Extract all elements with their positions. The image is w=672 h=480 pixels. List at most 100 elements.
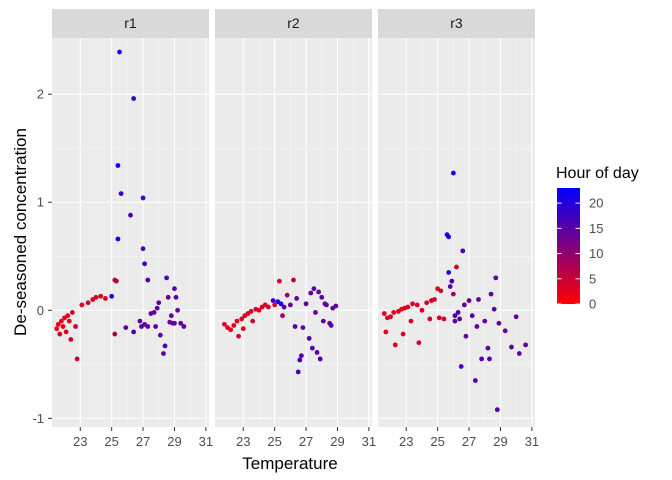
facet-panel-r1: r1 23 25 27 29 31 <box>52 9 213 449</box>
data-point <box>142 261 148 267</box>
data-point <box>455 310 461 315</box>
data-point <box>427 316 433 322</box>
data-point <box>113 278 119 284</box>
data-point <box>460 248 466 254</box>
data-point <box>414 302 420 308</box>
data-point <box>137 318 143 324</box>
data-point <box>494 407 500 413</box>
data-point <box>466 298 472 303</box>
facet-panel-r3: r3 23 25 27 29 31 <box>378 9 539 449</box>
legend-title: Hour of day <box>556 165 639 182</box>
x-tick-label: 29 <box>167 434 181 449</box>
data-point <box>493 275 499 281</box>
data-point <box>450 291 456 297</box>
legend-label: 0 <box>589 297 596 312</box>
data-point <box>461 302 467 308</box>
x-tick-label: 23 <box>399 434 413 449</box>
data-point <box>284 292 290 298</box>
data-point <box>172 286 177 292</box>
data-point <box>123 325 129 330</box>
data-point <box>308 290 314 296</box>
panel-background <box>52 38 209 427</box>
data-point <box>140 246 146 252</box>
data-point <box>523 342 528 348</box>
data-point <box>516 351 522 356</box>
data-point <box>436 315 442 321</box>
data-point <box>432 297 437 302</box>
data-point <box>441 316 447 322</box>
data-point <box>496 320 502 326</box>
facet-panels: r1 23 25 27 29 31 r2 23 25 27 29 31 r3 23 25 27 29 31 <box>52 9 539 449</box>
data-point <box>446 270 452 275</box>
data-point <box>173 294 179 300</box>
data-point <box>222 321 227 327</box>
data-point <box>454 264 459 270</box>
data-point <box>161 351 166 356</box>
data-point <box>291 277 296 283</box>
data-point <box>298 353 304 359</box>
data-point <box>73 324 78 329</box>
data-point <box>165 294 171 300</box>
data-point <box>131 96 137 101</box>
data-point <box>109 293 115 299</box>
panel-background <box>378 38 535 427</box>
data-point <box>438 288 444 294</box>
facet-strip <box>52 9 209 38</box>
data-point <box>170 320 176 326</box>
data-point <box>509 344 514 350</box>
data-point <box>59 318 64 324</box>
facet-strip-label: r2 <box>287 15 300 31</box>
data-point <box>319 294 325 300</box>
data-point <box>131 329 137 335</box>
data-point <box>181 324 187 329</box>
data-point <box>400 331 406 337</box>
data-point <box>488 291 494 297</box>
data-point <box>309 345 315 351</box>
data-point <box>280 313 285 319</box>
data-point <box>479 356 485 362</box>
data-point <box>487 356 492 362</box>
data-point <box>98 293 104 299</box>
data-point <box>457 316 463 322</box>
x-tick-label: 27 <box>136 434 150 449</box>
x-tick-label: 25 <box>104 434 118 449</box>
data-point <box>474 324 480 329</box>
y-axis: -1 0 1 2 <box>32 87 52 426</box>
data-point <box>240 326 246 332</box>
data-point <box>333 303 339 309</box>
data-point <box>328 323 334 328</box>
x-tick-label: 31 <box>362 434 376 449</box>
data-point <box>60 324 66 329</box>
data-point <box>164 275 170 281</box>
data-point <box>458 364 464 369</box>
data-point <box>297 357 303 363</box>
data-point <box>447 284 453 289</box>
data-point <box>485 345 491 351</box>
data-point <box>85 300 91 306</box>
data-point <box>162 343 168 349</box>
x-tick-label: 31 <box>199 434 213 449</box>
data-point <box>472 378 478 383</box>
facet-strip-label: r1 <box>124 15 137 31</box>
data-point <box>408 318 414 324</box>
data-point <box>63 329 69 335</box>
data-point <box>68 337 74 342</box>
data-point <box>452 318 458 324</box>
y-axis-title: De-seasoned concentration <box>11 128 30 336</box>
data-point <box>287 302 293 308</box>
data-point <box>178 320 184 326</box>
data-point <box>128 212 133 218</box>
data-point <box>450 170 456 176</box>
data-point <box>276 278 282 284</box>
x-tick-label: 27 <box>462 434 476 449</box>
data-point <box>278 301 284 307</box>
data-point <box>156 300 162 306</box>
data-point <box>469 313 475 319</box>
y-tick-label: 0 <box>37 303 44 318</box>
data-point <box>424 300 430 306</box>
x-tick-label: 29 <box>330 434 344 449</box>
data-point <box>482 318 488 324</box>
data-point <box>410 301 415 307</box>
x-tick-label: 23 <box>236 434 250 449</box>
data-point <box>419 307 425 313</box>
